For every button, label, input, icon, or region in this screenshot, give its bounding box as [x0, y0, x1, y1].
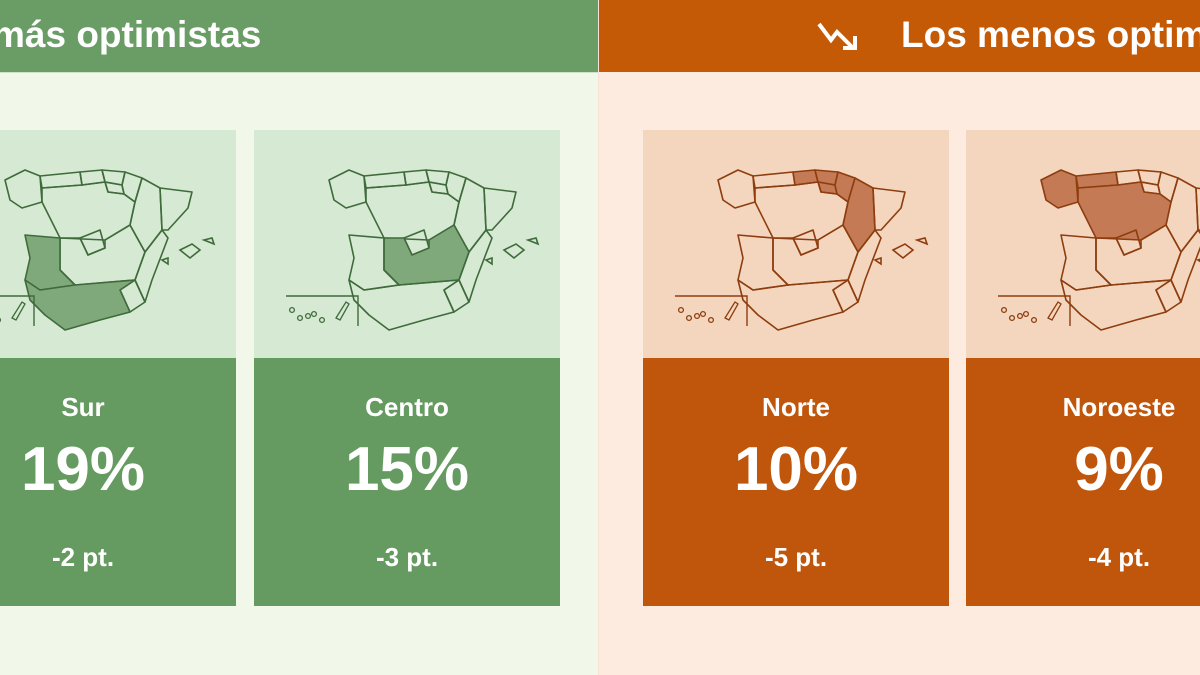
map-region-extremadura [1060, 234, 1112, 291]
map-region-castilla-la-mancha [59, 224, 146, 286]
spain-map-svg [675, 169, 929, 331]
map-region-aragon [1165, 177, 1199, 253]
map-balearic-islands [891, 243, 915, 260]
region-card-noroeste: Noroeste 9% -4 pt. [966, 130, 1200, 606]
map-region-cataluna [483, 187, 517, 231]
region-percent: 19% [20, 435, 146, 504]
region-stats: Centro 15% -3 pt. [254, 358, 560, 606]
map-menorca [914, 237, 929, 246]
trend-down-arrow-icon [817, 22, 857, 50]
least-optimistic-panel: Los menos optimistas Norte 10% -5 pt. No… [598, 0, 1200, 675]
canary-island [296, 314, 304, 322]
region-name: Noroeste [1062, 392, 1176, 422]
canary-island [685, 314, 693, 322]
most-optimistic-header: más optimistas [0, 0, 598, 73]
map-region-cataluna [872, 187, 906, 231]
map-ibiza [873, 256, 882, 266]
region-name: Norte [762, 392, 830, 422]
map-menorca [201, 237, 216, 246]
canary-island [693, 312, 701, 320]
header-title: más optimistas [0, 14, 262, 55]
canary-island [11, 301, 26, 321]
map-region-galicia [717, 169, 756, 209]
map-region-cataluna [159, 187, 193, 231]
canary-island [288, 306, 296, 314]
region-card-centro: Centro 15% -3 pt. [254, 130, 560, 606]
map-region-murcia [832, 279, 859, 313]
canary-island [1030, 316, 1038, 324]
region-card-sur: Sur 19% -2 pt. [0, 130, 236, 606]
spain-map [643, 130, 949, 358]
spain-map-svg [998, 169, 1200, 331]
region-card-norte: Norte 10% -5 pt. [643, 130, 949, 606]
map-region-castilla-leon [365, 181, 460, 241]
region-percent: 9% [1074, 435, 1164, 504]
canary-island [707, 316, 715, 324]
region-change: -4 pt. [1087, 542, 1151, 572]
most-optimistic-panel: más optimistas Sur 19% -2 pt. Centro 15%… [0, 0, 598, 675]
canary-island [310, 310, 318, 318]
map-region-castilla-leon [1077, 181, 1172, 241]
map-region-madrid [792, 229, 819, 256]
map-region-andalucia [24, 279, 136, 331]
map-region-andalucia [737, 279, 849, 331]
canary-island [724, 301, 739, 321]
map-region-extremadura [24, 234, 76, 291]
map-region-castilla-la-mancha [383, 224, 470, 286]
canary-island [1022, 310, 1030, 318]
header-title: Los menos optimistas [901, 14, 1200, 55]
canary-island [1008, 314, 1016, 322]
map-region-madrid [79, 229, 106, 256]
map-region-murcia [443, 279, 470, 313]
region-name: Centro [365, 392, 449, 422]
map-region-galicia [4, 169, 43, 209]
region-stats: Sur 19% -2 pt. [0, 358, 236, 606]
map-region-andalucia [1060, 279, 1172, 331]
map-region-castilla-leon [754, 181, 849, 241]
map-region-galicia [328, 169, 367, 209]
region-percent: 10% [733, 435, 859, 504]
region-change: -2 pt. [51, 542, 115, 572]
canary-island [699, 310, 707, 318]
map-balearic-islands [178, 243, 202, 260]
canary-island [1016, 312, 1024, 320]
map-region-andalucia [348, 279, 460, 331]
region-name: Sur [61, 392, 105, 422]
canary-island [677, 306, 685, 314]
region-percent: 15% [344, 435, 470, 504]
map-menorca [525, 237, 540, 246]
map-region-cataluna [1195, 187, 1200, 231]
canary-islands-inset-frame [0, 295, 35, 326]
map-ibiza [160, 256, 169, 266]
region-change: -3 pt. [375, 542, 439, 572]
spain-map-svg [0, 169, 216, 331]
canary-island [304, 312, 312, 320]
canary-islands-inset-frame [286, 295, 359, 326]
spain-map [254, 130, 560, 358]
map-balearic-islands [502, 243, 526, 260]
canary-island [318, 316, 326, 324]
least-optimistic-header: Los menos optimistas [599, 0, 1200, 72]
map-region-castilla-leon [41, 181, 136, 241]
canary-island [335, 301, 350, 321]
canary-islands-inset-frame [675, 295, 748, 326]
canary-island [1000, 306, 1008, 314]
spain-map [0, 130, 236, 358]
map-region-galicia [1040, 169, 1079, 209]
spain-map-svg [286, 169, 540, 331]
map-region-murcia [1155, 279, 1182, 313]
region-stats: Noroeste 9% -4 pt. [966, 358, 1200, 606]
region-change: -5 pt. [764, 542, 828, 572]
map-region-extremadura [737, 234, 789, 291]
map-ibiza [484, 256, 493, 266]
canary-island [1047, 301, 1062, 321]
spain-map [966, 130, 1200, 358]
region-stats: Norte 10% -5 pt. [643, 358, 949, 606]
map-region-aragon [129, 177, 163, 253]
canary-islands-inset-frame [998, 295, 1071, 326]
map-region-castilla-la-mancha [772, 224, 859, 286]
